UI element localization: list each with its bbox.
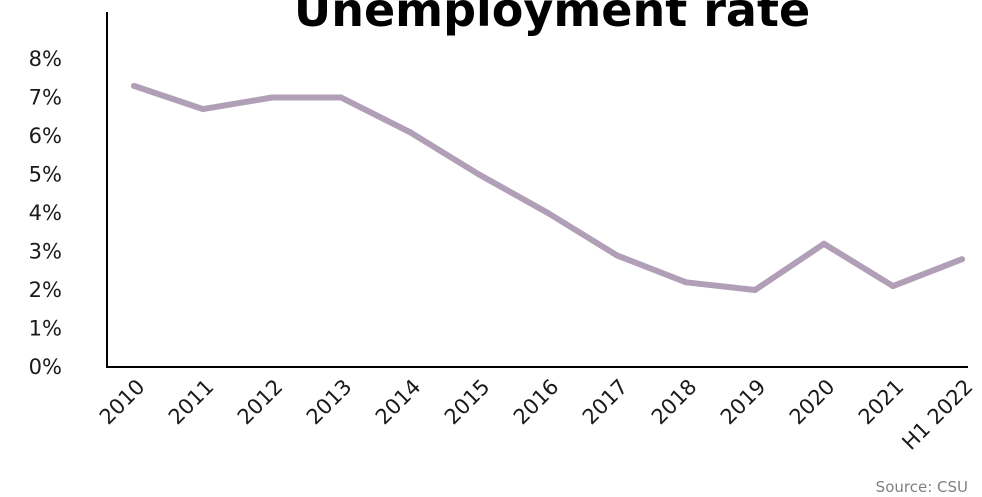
data-point xyxy=(752,287,758,293)
data-point xyxy=(890,283,896,290)
data-point xyxy=(683,279,689,286)
x-tick-label: 2012 xyxy=(233,375,288,430)
x-tick-label: 2015 xyxy=(440,375,495,430)
x-tick-label: 2013 xyxy=(302,375,357,430)
x-axis-ticks: 2010 2011 2012 2013 2014 2015 2016 2017 2018 2019… xyxy=(95,375,978,455)
data-point xyxy=(614,252,620,259)
y-tick-label: 4% xyxy=(29,201,62,225)
x-tick-label: 2016 xyxy=(509,375,564,430)
x-tick-label: 2020 xyxy=(785,375,840,430)
x-tick-label: 2018 xyxy=(647,375,702,430)
y-tick-label: 2% xyxy=(29,278,62,302)
data-points xyxy=(131,82,965,293)
y-tick-label: 3% xyxy=(29,240,62,264)
y-axis-ticks: 0% 1% 2% 3% 4% 5% 6% 7% 8% xyxy=(29,47,62,379)
x-tick-label: 2021 xyxy=(854,375,909,430)
y-tick-label: 6% xyxy=(29,124,62,148)
x-tick-label: 2010 xyxy=(95,375,150,430)
series-line-unemployment xyxy=(131,82,965,293)
y-tick-label: 5% xyxy=(29,163,62,187)
data-point xyxy=(200,106,206,113)
x-tick-label: 2014 xyxy=(371,375,426,430)
y-tick-label: 0% xyxy=(29,355,62,379)
y-tick-label: 7% xyxy=(29,86,62,110)
x-tick-label: 2019 xyxy=(716,375,771,430)
data-point xyxy=(407,129,413,136)
source-note: Source: CSU xyxy=(876,478,968,496)
x-tick-label: H1 2022 xyxy=(897,375,977,455)
data-point xyxy=(545,210,551,216)
y-tick-label: 8% xyxy=(29,47,62,71)
data-point xyxy=(476,171,482,178)
data-point xyxy=(959,256,965,263)
y-tick-label: 1% xyxy=(29,317,62,341)
chart-title: Unemployment rate xyxy=(294,0,810,37)
data-point xyxy=(269,94,275,101)
data-point xyxy=(338,94,344,101)
data-point xyxy=(131,82,137,89)
data-point xyxy=(821,240,827,247)
x-tick-label: 2017 xyxy=(578,375,633,430)
x-tick-label: 2011 xyxy=(164,375,219,430)
